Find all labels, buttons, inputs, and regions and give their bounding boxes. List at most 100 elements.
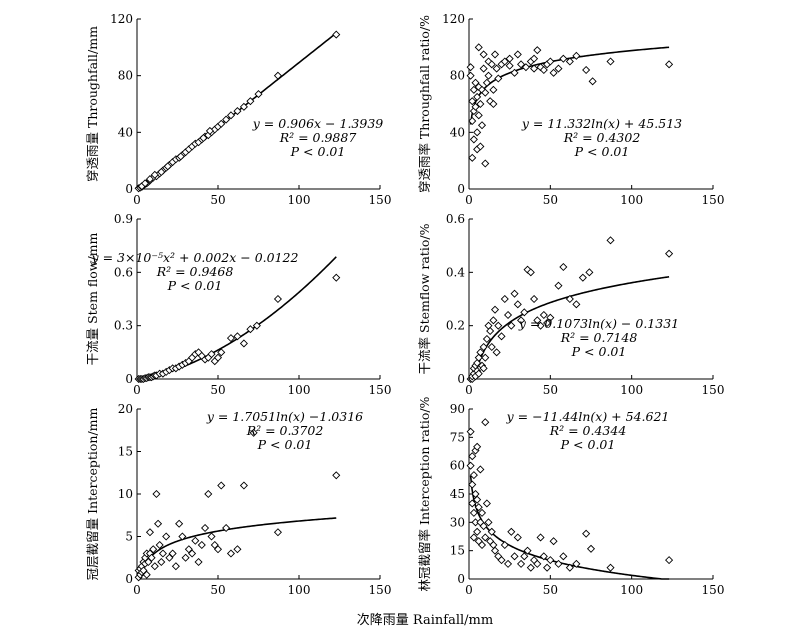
y-tick-label: 10 (118, 487, 133, 501)
data-point (171, 562, 180, 571)
y-tick-label: 30 (450, 515, 465, 529)
y-tick-label: 0.6 (446, 212, 465, 226)
data-point (477, 540, 487, 550)
data-point (520, 308, 529, 317)
y-tick-label: 90 (450, 402, 465, 416)
data-point (565, 294, 574, 304)
data-point (513, 533, 522, 542)
data-point (530, 294, 539, 304)
y-tick-label: 15 (118, 445, 133, 459)
data-point (565, 57, 574, 66)
data-point (468, 499, 477, 508)
x-tick-label: 100 (288, 383, 311, 397)
y-tick-label: 0 (125, 572, 133, 586)
fit-annotation: R² = 0.7148 (560, 330, 638, 345)
data-point (165, 553, 174, 562)
data-point (204, 489, 213, 499)
fit-annotation: P < 0.01 (167, 278, 223, 293)
data-point (482, 499, 491, 508)
y-tick-label: 0 (457, 182, 465, 196)
data-point (572, 559, 581, 568)
data-point (546, 556, 555, 565)
data-point (252, 321, 261, 330)
data-point (489, 85, 498, 94)
data-point (178, 532, 187, 541)
panel-3: 0 50 100 150 0 0.3 0.6 0.9 干流量 Stem flow/mmy = 3… (85, 212, 391, 397)
data-point (497, 332, 506, 341)
y-tick-label: 0.9 (114, 212, 133, 226)
data-point (469, 508, 478, 517)
data-point (492, 348, 501, 357)
data-point (507, 527, 516, 536)
data-point (207, 350, 216, 359)
data-point (155, 540, 164, 550)
data-point (473, 92, 482, 101)
data-point (176, 152, 185, 161)
y-tick-label: 0.6 (114, 265, 133, 279)
data-point (477, 508, 487, 517)
data-point (477, 121, 487, 130)
data-point (469, 135, 478, 144)
data-point (239, 481, 248, 490)
data-point (473, 495, 482, 504)
data-point (479, 522, 488, 531)
data-point (665, 249, 674, 258)
data-point (194, 557, 203, 567)
data-point (490, 305, 500, 314)
data-point (226, 111, 235, 120)
fit-annotation: R² = 0.3702 (246, 423, 324, 438)
data-point (504, 559, 513, 568)
data-point (254, 90, 263, 99)
data-point (482, 78, 491, 87)
data-point (484, 71, 493, 80)
data-point (526, 563, 535, 572)
data-point (510, 289, 519, 298)
data-point (479, 50, 488, 59)
data-point (578, 273, 587, 282)
y-axis-label: 干流率 Stemflow ratio/% (417, 223, 432, 374)
x-tick-label: 100 (620, 193, 643, 207)
data-point (565, 563, 574, 572)
data-point (154, 519, 163, 528)
data-point (530, 64, 539, 73)
data-point (469, 471, 478, 480)
data-point (513, 300, 522, 309)
data-point (520, 552, 529, 561)
data-point (500, 294, 509, 304)
fit-annotation: R² = 0.4302 (563, 130, 641, 145)
data-point (517, 316, 526, 325)
x-tick-label: 50 (210, 193, 225, 207)
y-tick-label: 120 (442, 12, 465, 26)
fit-curve (138, 517, 337, 580)
data-point (539, 552, 548, 561)
y-tick-label: 0.2 (446, 319, 465, 333)
data-point (585, 268, 594, 277)
x-tick-label: 0 (133, 193, 141, 207)
data-point (474, 111, 483, 120)
data-point (175, 519, 184, 528)
data-point (490, 546, 500, 555)
data-point (474, 503, 483, 512)
data-point (226, 334, 235, 343)
data-point (507, 321, 516, 330)
x-tick-label: 50 (210, 583, 225, 597)
data-point (471, 78, 480, 87)
data-point (582, 529, 591, 538)
y-axis-label: 穿透雨量 Throughfall/mm (85, 26, 100, 182)
data-point (559, 54, 568, 63)
y-tick-label: 80 (118, 69, 133, 83)
fit-annotation: R² = 0.9468 (156, 264, 234, 279)
data-point (481, 88, 490, 97)
data-point (468, 452, 477, 461)
data-point (145, 528, 154, 537)
data-point (332, 30, 341, 39)
fit-annotation: P < 0.01 (560, 437, 616, 452)
data-point (546, 313, 555, 322)
x-tick-label: 150 (702, 583, 725, 597)
data-point (222, 523, 231, 533)
data-point (184, 545, 193, 554)
data-point (500, 540, 509, 550)
data-point (201, 523, 210, 533)
fit-annotation: P < 0.01 (257, 437, 313, 452)
data-point (217, 481, 226, 490)
